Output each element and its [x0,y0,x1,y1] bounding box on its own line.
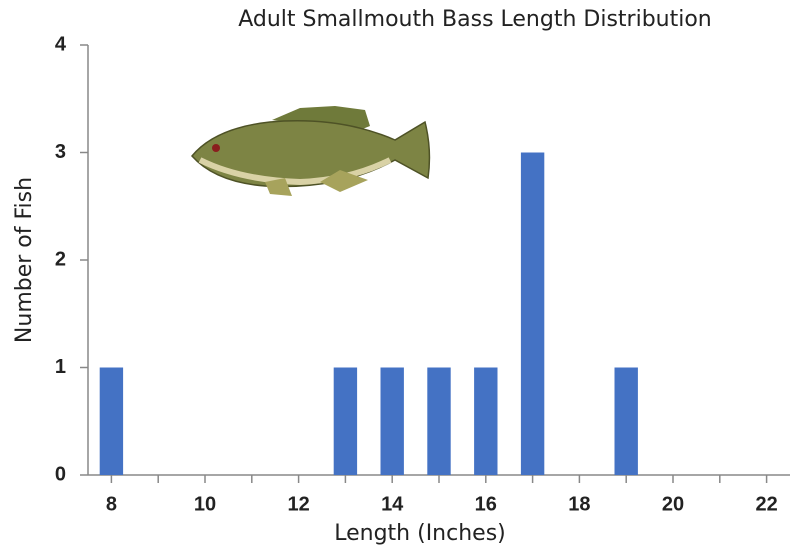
chart-title: Adult Smallmouth Bass Length Distributio… [238,7,712,32]
y-axis-title: Number of Fish [12,177,37,343]
x-tick-label: 22 [755,493,777,515]
x-tick-label: 14 [381,493,404,515]
fish-illustration [191,106,431,196]
bar [427,367,451,475]
bar [333,367,358,475]
y-tick-label: 1 [55,356,66,378]
x-tick-label: 12 [287,493,309,515]
x-tick-label: 8 [106,493,117,515]
y-tick-label: 2 [55,248,66,270]
bar [380,367,404,475]
x-tick-label: 18 [568,493,590,515]
bar [520,152,545,475]
y-tick-label: 3 [55,141,66,163]
x-tick-label: 20 [662,493,684,515]
bar [99,367,124,475]
bar [614,367,638,475]
x-tick-label: 16 [475,493,497,515]
bar [474,367,498,475]
y-tick-label: 0 [55,463,66,485]
x-tick-label: 10 [194,493,216,515]
y-tick-label: 4 [55,33,67,55]
x-axis-title: Length (Inches) [334,521,506,546]
